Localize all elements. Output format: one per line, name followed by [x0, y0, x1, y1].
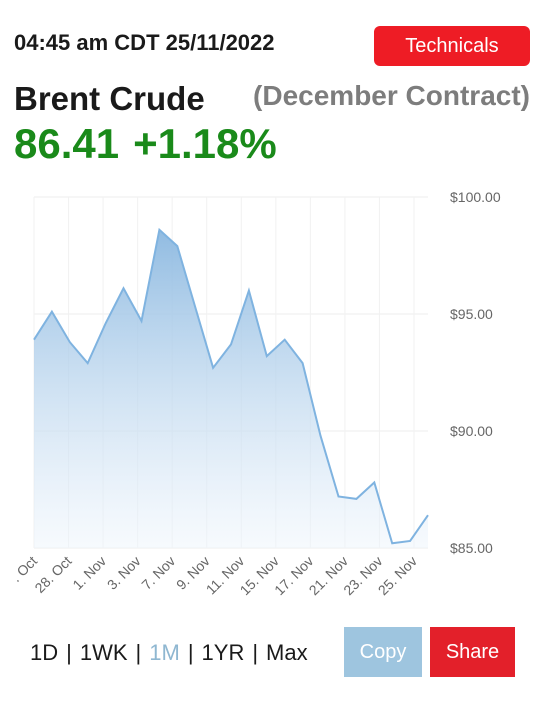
- contract-label: (December Contract): [253, 80, 530, 111]
- change-percent: +1.18%: [133, 120, 277, 167]
- x-tick-label: 28. Oct: [31, 553, 74, 596]
- range-1d[interactable]: 1D: [30, 640, 59, 665]
- timestamp: 04:45 am CDT 25/11/2022: [14, 30, 275, 55]
- price-value: 86.41: [14, 120, 120, 167]
- range-separator: |: [187, 640, 194, 665]
- price-line: [33, 227, 429, 545]
- range-separator: |: [135, 640, 142, 665]
- x-tick-label: 25. Nov: [375, 553, 420, 598]
- range-selector: 1D | 1WK | 1M | 1YR | Max: [30, 640, 308, 666]
- y-axis-labels: $100.00 $95.00 $90.00 $85.00: [450, 189, 501, 556]
- range-max[interactable]: Max: [266, 640, 308, 665]
- y-tick-label: $95.00: [450, 306, 493, 322]
- quote: 86.41 +1.18%: [14, 120, 277, 168]
- range-1m[interactable]: 1M: [149, 640, 180, 665]
- range-1wk[interactable]: 1WK: [79, 640, 128, 665]
- copy-button[interactable]: Copy: [344, 627, 422, 677]
- y-tick-label: $90.00: [450, 423, 493, 439]
- range-separator: |: [252, 640, 259, 665]
- technicals-button[interactable]: Technicals: [374, 26, 530, 66]
- x-tick-label: 7. Nov: [138, 553, 178, 593]
- share-button[interactable]: Share: [430, 627, 515, 677]
- x-tick-label: 3. Nov: [104, 553, 144, 593]
- y-tick-label: $100.00: [450, 189, 501, 205]
- x-tick-label: 1. Nov: [69, 553, 109, 593]
- price-area: [34, 229, 428, 549]
- range-1yr[interactable]: 1YR: [201, 640, 245, 665]
- instrument-title: Brent Crude: [14, 80, 205, 117]
- y-tick-label: $85.00: [450, 540, 493, 556]
- range-separator: |: [66, 640, 72, 665]
